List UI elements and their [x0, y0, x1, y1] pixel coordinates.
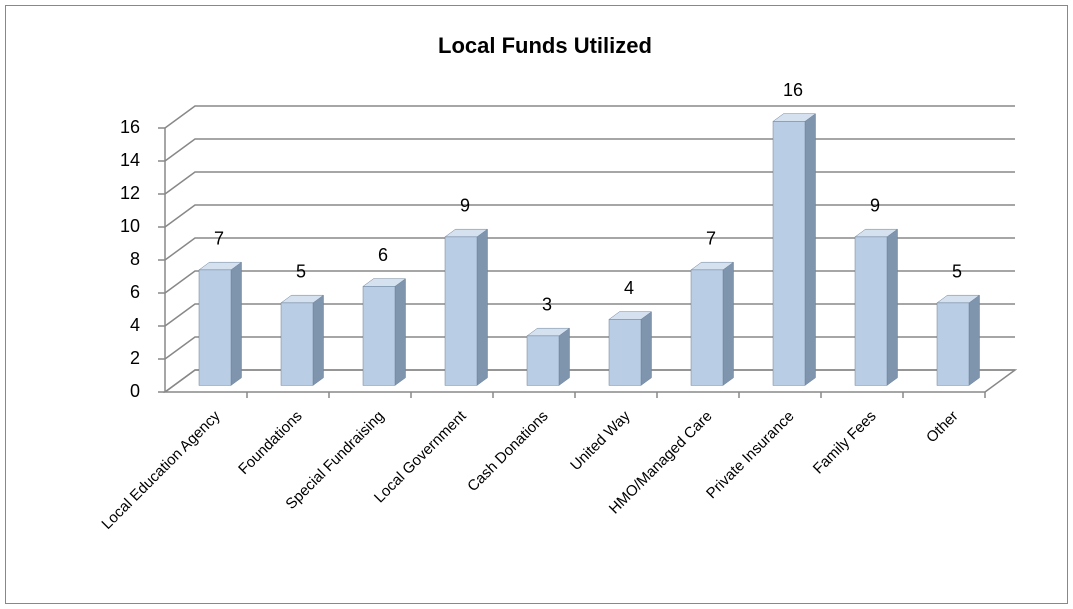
bar	[936, 302, 970, 386]
bar-side	[722, 261, 734, 386]
data-label: 9	[460, 196, 470, 216]
bar	[198, 269, 232, 386]
bar-side	[640, 311, 652, 386]
grid-line	[164, 336, 1015, 360]
data-label: 5	[296, 262, 306, 282]
bar	[362, 286, 396, 386]
grid-line	[164, 171, 1015, 195]
bar-side	[312, 294, 324, 386]
y-tick-label: 8	[130, 249, 140, 269]
bar-side	[804, 113, 816, 386]
data-label: 7	[706, 229, 716, 249]
bar	[772, 121, 806, 386]
y-tick-label: 4	[130, 315, 140, 335]
bar	[854, 236, 888, 386]
y-tick-label: 12	[120, 183, 140, 203]
grid-line	[164, 138, 1015, 162]
bar	[608, 319, 642, 386]
bar-side	[476, 228, 488, 386]
bar-side	[558, 327, 570, 386]
y-tick-label: 10	[120, 216, 140, 236]
grid-line	[164, 270, 1015, 294]
bar	[444, 236, 478, 386]
bar-side	[230, 261, 242, 386]
bar	[690, 269, 724, 386]
grid-line	[164, 369, 1015, 393]
data-label: 9	[870, 196, 880, 216]
grid-line	[164, 204, 1015, 228]
bar	[526, 335, 560, 386]
bar-side	[394, 278, 406, 386]
data-label: 6	[378, 245, 388, 265]
y-tick-label: 16	[120, 117, 140, 137]
data-label: 4	[624, 278, 634, 298]
data-label: 3	[542, 295, 552, 315]
data-label: 16	[783, 80, 803, 100]
bar	[280, 302, 314, 386]
y-tick-label: 6	[130, 282, 140, 302]
y-tick-label: 14	[120, 150, 140, 170]
bar-side	[968, 294, 980, 386]
grid-line	[164, 303, 1015, 327]
chart-title: Local Funds Utilized	[438, 33, 652, 58]
data-label: 7	[214, 229, 224, 249]
y-tick-label: 2	[130, 348, 140, 368]
y-tick-label: 0	[130, 381, 140, 401]
data-label: 5	[952, 262, 962, 282]
grid-line	[164, 237, 1015, 261]
grid-line	[164, 105, 1015, 129]
bar-side	[886, 228, 898, 386]
